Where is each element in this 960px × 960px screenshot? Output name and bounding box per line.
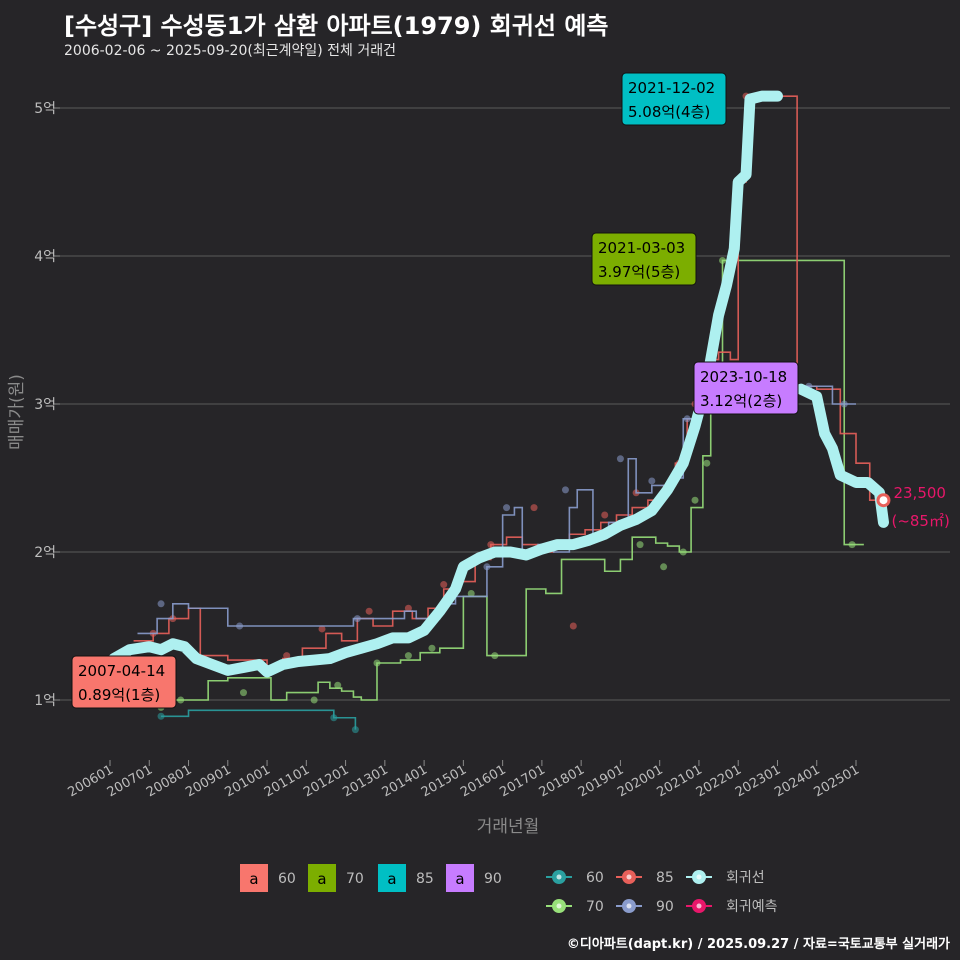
data-point-85 — [440, 581, 448, 589]
data-point-85 — [283, 652, 291, 660]
legend-dot-core — [696, 874, 702, 880]
data-point-70 — [636, 541, 644, 549]
data-point-60 — [351, 726, 359, 734]
y-axis: 1억 2억 3억 4억 5억 — [34, 101, 60, 709]
chart-title: [수성구] 수성동1가 삼환 아파트(1979) 회귀선 예측 — [64, 12, 609, 40]
legend-area-label: 90 — [484, 871, 502, 887]
data-point-90 — [840, 400, 848, 408]
data-point-70 — [679, 548, 687, 556]
legend-area-glyph: a — [317, 870, 326, 888]
data-point-85 — [487, 541, 495, 549]
data-point-90 — [683, 415, 691, 423]
data-point-70 — [691, 496, 699, 504]
data-point-90 — [648, 477, 656, 485]
legend-area-swatch — [308, 864, 336, 892]
data-point-70 — [177, 696, 185, 704]
y-tick-label: 1억 — [34, 693, 56, 709]
data-point-90 — [483, 563, 491, 571]
annotation-value: 3.97억(5층) — [598, 263, 680, 281]
annotation-date: 2021-03-03 — [598, 239, 685, 257]
legend-area-glyph: a — [455, 870, 464, 888]
y-tick-label: 5억 — [34, 101, 56, 117]
data-point-70 — [848, 541, 856, 549]
forecast-value-label: 23,500 — [893, 484, 946, 502]
legend: a 60 a 70 a 85 a 90 60 85 회귀선 70 90 회귀예측 — [240, 864, 778, 915]
footer-credit: ©디아파트(dapt.kr) / 2025.09.27 / 자료=국토교통부 실… — [566, 937, 950, 952]
legend-line-label: 60 — [586, 870, 604, 886]
regression-line — [795, 383, 889, 528]
series-line-70 — [172, 259, 864, 701]
legend-dot-core — [626, 903, 632, 909]
legend-area-swatch — [378, 864, 406, 892]
data-point-85 — [404, 604, 412, 612]
data-point-70 — [334, 681, 342, 689]
annotation-box — [71, 655, 177, 709]
data-point-90 — [561, 486, 569, 494]
legend-line-label: 회귀예측 — [726, 899, 778, 915]
data-point-85 — [569, 622, 577, 630]
data-point-85 — [601, 511, 609, 519]
data-point-70 — [404, 652, 412, 660]
legend-area-swatch — [446, 864, 474, 892]
annotation-box — [621, 72, 727, 126]
data-point-70 — [719, 256, 727, 264]
data-point-85 — [365, 607, 373, 615]
legend-area-label: 60 — [278, 871, 296, 887]
y-tick-label: 4억 — [34, 249, 56, 265]
annotation-value: 0.89억(1층) — [78, 686, 160, 704]
data-point-85 — [530, 504, 538, 512]
data-point-60 — [330, 714, 338, 722]
legend-dot-core — [556, 903, 562, 909]
legend-area-swatch — [240, 864, 268, 892]
data-point-90 — [236, 622, 244, 630]
data-point-70 — [428, 644, 436, 652]
y-axis-title: 매매가(원) — [7, 374, 27, 450]
annotation-date: 2021-12-02 — [628, 79, 715, 97]
annotation-value: 3.12억(2층) — [700, 392, 782, 410]
annotation-value: 5.08억(4층) — [628, 103, 710, 121]
legend-dot-core — [696, 903, 702, 909]
data-point-90 — [353, 615, 361, 623]
series-line-60 — [161, 709, 357, 730]
data-point-70 — [467, 589, 475, 597]
legend-area-glyph: a — [387, 870, 396, 888]
annotation-box — [591, 232, 697, 286]
data-point-70 — [703, 459, 711, 467]
data-point-85 — [318, 625, 326, 633]
legend-line-label: 90 — [656, 899, 674, 915]
annotation-date: 2023-10-18 — [700, 368, 787, 386]
data-point-70 — [491, 652, 499, 660]
data-point-70 — [660, 563, 668, 571]
legend-dot-core — [556, 874, 562, 880]
data-point-70 — [373, 659, 381, 667]
data-point-70 — [239, 689, 247, 697]
legend-dot-core — [626, 874, 632, 880]
x-axis: 2006012007012008012009012010012011012012… — [66, 760, 862, 800]
series-layer: 23,500 (~85㎡) — [108, 90, 950, 734]
annotations: 2007-04-14 0.89억(1층) 2021-03-03 3.97억(5층) 20… — [71, 72, 799, 709]
legend-line-label: 85 — [656, 870, 674, 886]
data-point-90 — [503, 504, 511, 512]
legend-line-label: 70 — [586, 899, 604, 915]
series-line-90 — [137, 385, 856, 635]
data-point-90 — [616, 455, 624, 463]
data-point-60 — [157, 712, 165, 720]
chart-subtitle: 2006-02-06 ~ 2025-09-20(최근계약일) 전체 거래건 — [64, 43, 396, 59]
legend-area-label: 85 — [416, 871, 434, 887]
forecast-unit-label: (~85㎡) — [891, 512, 949, 530]
x-tick-label: 202501 — [812, 762, 862, 800]
annotation-box — [693, 361, 799, 415]
data-point-90 — [157, 600, 165, 608]
annotation-date: 2007-04-14 — [78, 662, 165, 680]
data-point-70 — [310, 696, 318, 704]
forecast-point — [876, 493, 891, 508]
x-axis-title: 거래년월 — [477, 817, 540, 837]
legend-line-label: 회귀선 — [726, 870, 765, 886]
y-tick-label: 3억 — [34, 397, 56, 413]
y-tick-label: 2억 — [34, 545, 56, 561]
legend-area-glyph: a — [249, 870, 258, 888]
legend-area-label: 70 — [346, 871, 364, 887]
